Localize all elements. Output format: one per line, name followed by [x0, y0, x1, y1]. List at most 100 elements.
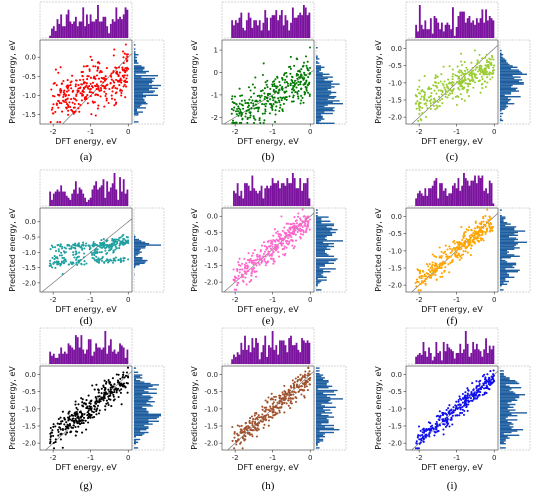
data-point [54, 441, 57, 444]
histogram-bar [134, 97, 143, 99]
data-point [280, 242, 283, 246]
data-point [476, 226, 479, 229]
data-point [287, 65, 291, 69]
data-point [249, 417, 252, 420]
histogram-bar [266, 17, 268, 38]
histogram-bar [316, 261, 329, 263]
data-point [470, 390, 473, 394]
histogram-bar [418, 5, 421, 38]
data-point [244, 102, 247, 105]
data-point [73, 419, 76, 422]
data-point [299, 102, 302, 105]
histogram-bar [134, 434, 143, 436]
histogram-bar [316, 252, 327, 255]
data-point [253, 249, 256, 252]
data-point [278, 109, 281, 113]
data-point [492, 369, 495, 372]
panel-label: (a) [80, 151, 93, 163]
data-point [477, 70, 480, 73]
histogram-bar [316, 105, 325, 108]
data-point [476, 237, 479, 240]
data-point [87, 421, 90, 424]
data-point [263, 112, 266, 115]
data-point [106, 251, 109, 255]
data-point [74, 250, 78, 253]
histogram-bar [500, 262, 517, 264]
data-point [235, 113, 238, 116]
histogram-bar [233, 190, 235, 206]
y-tick-label: -1.0 [388, 247, 402, 255]
data-point [305, 79, 308, 82]
histogram-bar [134, 76, 142, 78]
data-point [260, 90, 263, 93]
histogram-bar [461, 353, 464, 364]
histogram-bar [134, 103, 148, 105]
histogram-bar [417, 193, 419, 206]
histogram-bar [134, 447, 139, 449]
data-point [434, 84, 437, 88]
histogram-bar [429, 188, 432, 206]
data-point [71, 101, 74, 104]
data-point [299, 217, 302, 220]
data-point [95, 399, 98, 402]
data-point [294, 400, 298, 403]
histogram-bar [78, 347, 81, 364]
data-point [293, 230, 296, 233]
data-point [94, 93, 97, 96]
histogram-bar [56, 19, 59, 38]
histogram-bar [500, 119, 504, 122]
data-point [423, 273, 426, 276]
data-point [60, 251, 63, 254]
data-point [279, 84, 282, 87]
data-point [118, 389, 121, 392]
data-point [471, 239, 474, 242]
x-tick-label: -2 [50, 128, 57, 136]
data-point [262, 252, 266, 256]
data-point [104, 75, 107, 78]
data-point [114, 86, 117, 90]
data-point [78, 419, 81, 422]
data-point [119, 257, 122, 260]
data-point [282, 102, 285, 105]
data-point [286, 240, 289, 243]
histogram-bar [134, 56, 137, 59]
data-point [67, 109, 70, 112]
data-point [435, 278, 438, 281]
histogram-bar [500, 412, 527, 414]
histogram-bar [80, 21, 83, 38]
data-point [436, 265, 439, 269]
data-point [483, 387, 486, 390]
data-point [480, 75, 483, 78]
histogram-bar [82, 349, 85, 364]
data-point [62, 256, 65, 259]
data-point [436, 430, 439, 433]
data-point [50, 431, 53, 434]
data-point [444, 95, 447, 98]
data-point [267, 240, 270, 243]
data-point [244, 422, 247, 425]
histogram-bar [481, 175, 484, 206]
histogram-bar [240, 342, 243, 364]
histogram-bar [490, 349, 493, 364]
data-point [285, 81, 288, 84]
data-point [54, 266, 57, 269]
data-point [306, 225, 310, 228]
data-point [127, 67, 130, 70]
histogram-bar [256, 342, 259, 364]
data-point [64, 247, 68, 250]
data-point [60, 260, 63, 263]
data-point [90, 113, 93, 116]
data-point [97, 77, 101, 80]
data-point [263, 406, 266, 409]
data-point [431, 424, 434, 427]
data-point [110, 97, 114, 100]
histogram-bar [431, 33, 434, 38]
data-point [121, 50, 125, 53]
histogram-bar [134, 105, 140, 108]
top-histogram [39, 327, 133, 365]
data-point [283, 245, 286, 248]
data-point [72, 417, 75, 420]
data-point [461, 238, 464, 242]
data-point [257, 428, 260, 431]
